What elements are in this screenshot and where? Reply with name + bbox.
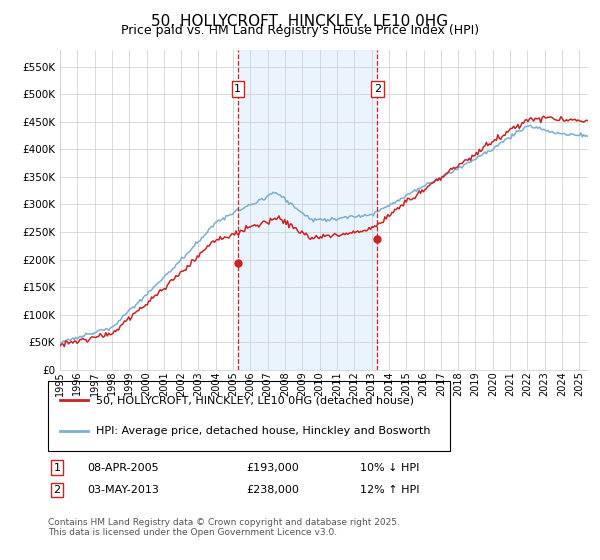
Text: 10% ↓ HPI: 10% ↓ HPI (360, 463, 419, 473)
Text: 12% ↑ HPI: 12% ↑ HPI (360, 485, 419, 495)
Text: 2: 2 (374, 84, 381, 94)
Text: HPI: Average price, detached house, Hinckley and Bosworth: HPI: Average price, detached house, Hinc… (96, 426, 431, 436)
Text: Contains HM Land Registry data © Crown copyright and database right 2025.
This d: Contains HM Land Registry data © Crown c… (48, 518, 400, 538)
Text: 50, HOLLYCROFT, HINCKLEY, LE10 0HG (detached house): 50, HOLLYCROFT, HINCKLEY, LE10 0HG (deta… (96, 395, 414, 405)
Text: 50, HOLLYCROFT, HINCKLEY, LE10 0HG: 50, HOLLYCROFT, HINCKLEY, LE10 0HG (151, 14, 449, 29)
Text: 03-MAY-2013: 03-MAY-2013 (87, 485, 159, 495)
Text: Price paid vs. HM Land Registry's House Price Index (HPI): Price paid vs. HM Land Registry's House … (121, 24, 479, 37)
Text: £238,000: £238,000 (246, 485, 299, 495)
Text: 1: 1 (53, 463, 61, 473)
Text: 08-APR-2005: 08-APR-2005 (87, 463, 158, 473)
Text: 2: 2 (53, 485, 61, 495)
Text: 1: 1 (234, 84, 241, 94)
Bar (238, 50, 377, 370)
Text: £193,000: £193,000 (246, 463, 299, 473)
